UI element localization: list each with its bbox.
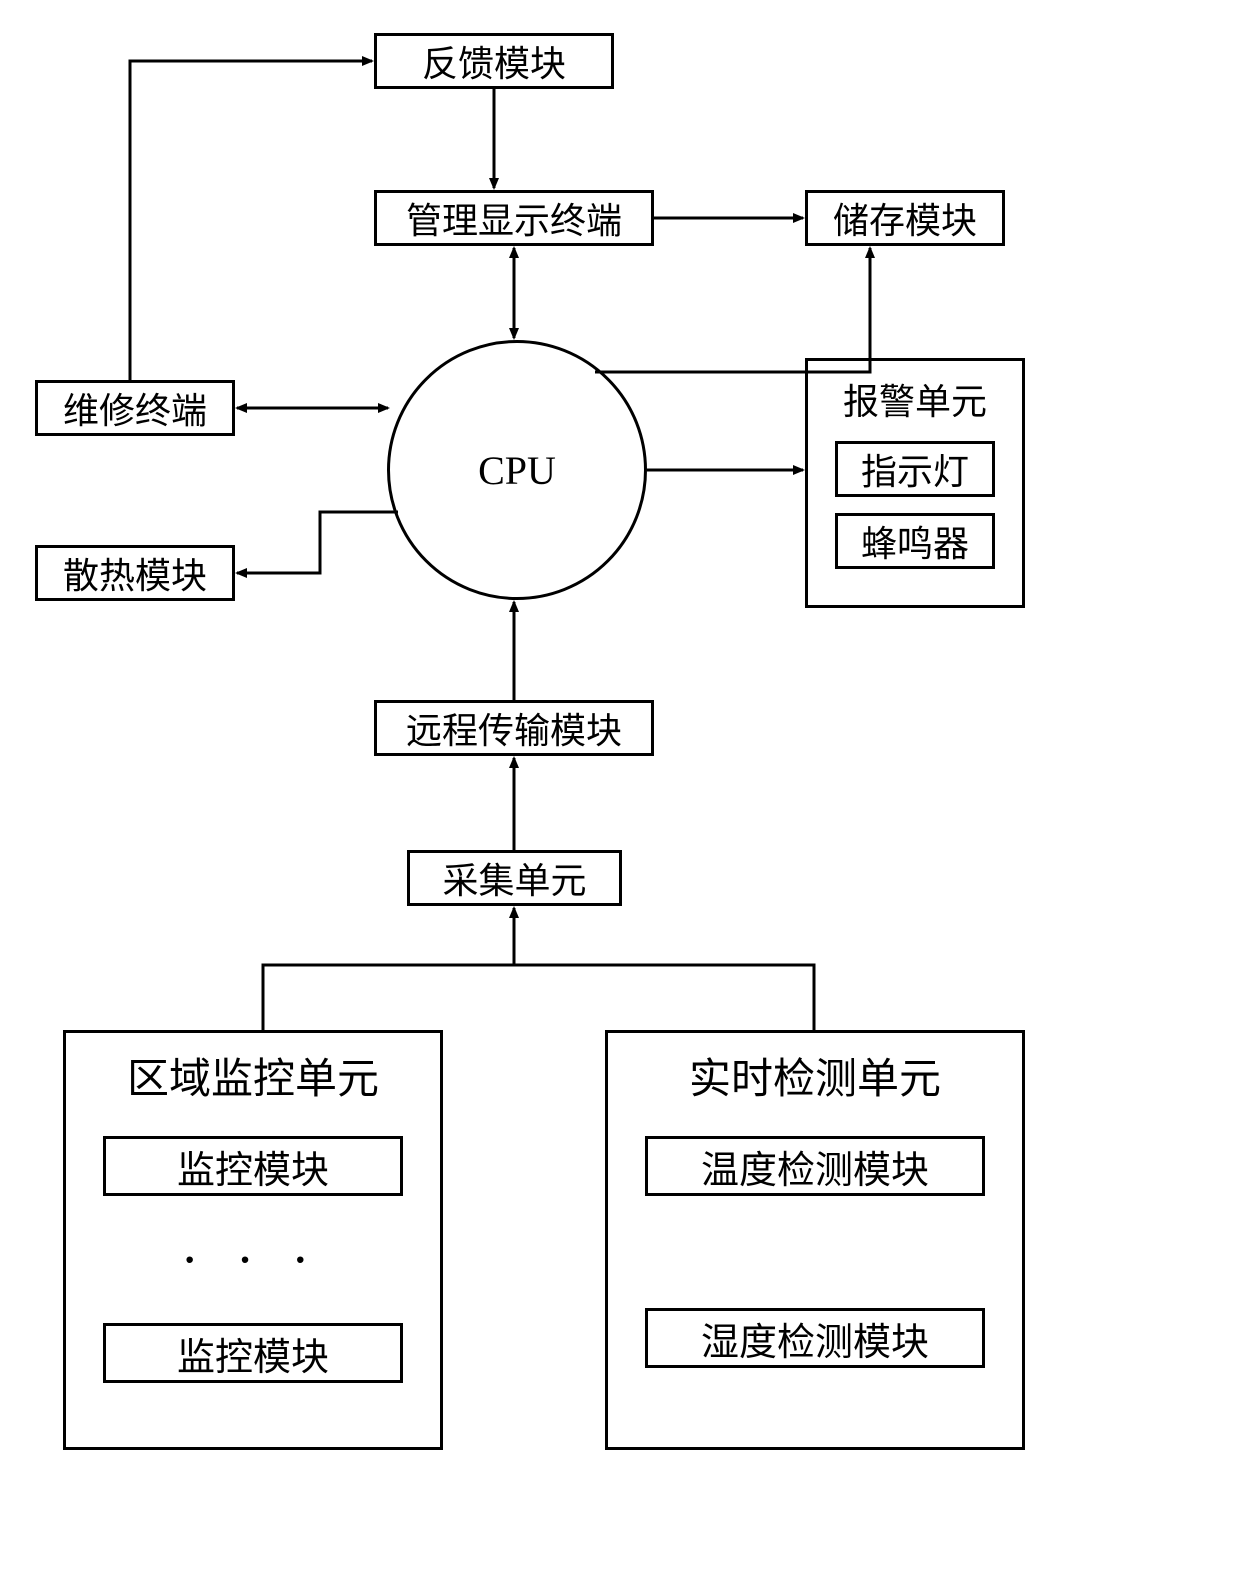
- indicator-light-box: 指示灯: [835, 441, 995, 497]
- realtime-detect-panel: 实时检测单元 温度检测模块 湿度检测模块: [605, 1030, 1025, 1450]
- monitor-module-box-1: 监控模块: [103, 1136, 403, 1196]
- humidity-detect-label: 湿度检测模块: [701, 1311, 929, 1366]
- storage-label: 储存模块: [833, 192, 977, 244]
- ellipsis: · · ·: [78, 1236, 428, 1283]
- alarm-unit-title: 报警单元: [820, 373, 1010, 425]
- realtime-detect-title: 实时检测单元: [620, 1045, 1010, 1106]
- remote-transfer-box: 远程传输模块: [374, 700, 654, 756]
- monitor-module-label-1: 监控模块: [177, 1139, 329, 1194]
- collection-unit-box: 采集单元: [407, 850, 622, 906]
- storage-box: 储存模块: [805, 190, 1005, 246]
- remote-transfer-label: 远程传输模块: [406, 702, 622, 754]
- cooling-module-box: 散热模块: [35, 545, 235, 601]
- monitor-module-label-2: 监控模块: [177, 1326, 329, 1381]
- monitor-module-box-2: 监控模块: [103, 1323, 403, 1383]
- cooling-label: 散热模块: [63, 547, 207, 599]
- humidity-detect-box: 湿度检测模块: [645, 1308, 985, 1368]
- area-monitor-title: 区域监控单元: [78, 1045, 428, 1106]
- collection-label: 采集单元: [442, 852, 586, 904]
- temp-detect-label: 温度检测模块: [701, 1139, 929, 1194]
- feedback-label: 反馈模块: [422, 35, 566, 87]
- cpu-label: CPU: [478, 447, 556, 494]
- display-terminal-label: 管理显示终端: [406, 192, 622, 244]
- indicator-light-label: 指示灯: [861, 443, 969, 495]
- temp-detect-box: 温度检测模块: [645, 1136, 985, 1196]
- feedback-module-box: 反馈模块: [374, 33, 614, 89]
- display-terminal-box: 管理显示终端: [374, 190, 654, 246]
- cpu-node: CPU: [387, 340, 647, 600]
- area-monitor-panel: 区域监控单元 监控模块 · · · 监控模块: [63, 1030, 443, 1450]
- maintenance-label: 维修终端: [63, 382, 207, 434]
- buzzer-label: 蜂鸣器: [861, 515, 969, 567]
- buzzer-box: 蜂鸣器: [835, 513, 995, 569]
- diagram-canvas: 反馈模块 管理显示终端 储存模块 维修终端 散热模块 CPU 报警单元 指示灯 …: [0, 0, 1240, 1587]
- maintenance-terminal-box: 维修终端: [35, 380, 235, 436]
- alarm-unit-panel: 报警单元 指示灯 蜂鸣器: [805, 358, 1025, 608]
